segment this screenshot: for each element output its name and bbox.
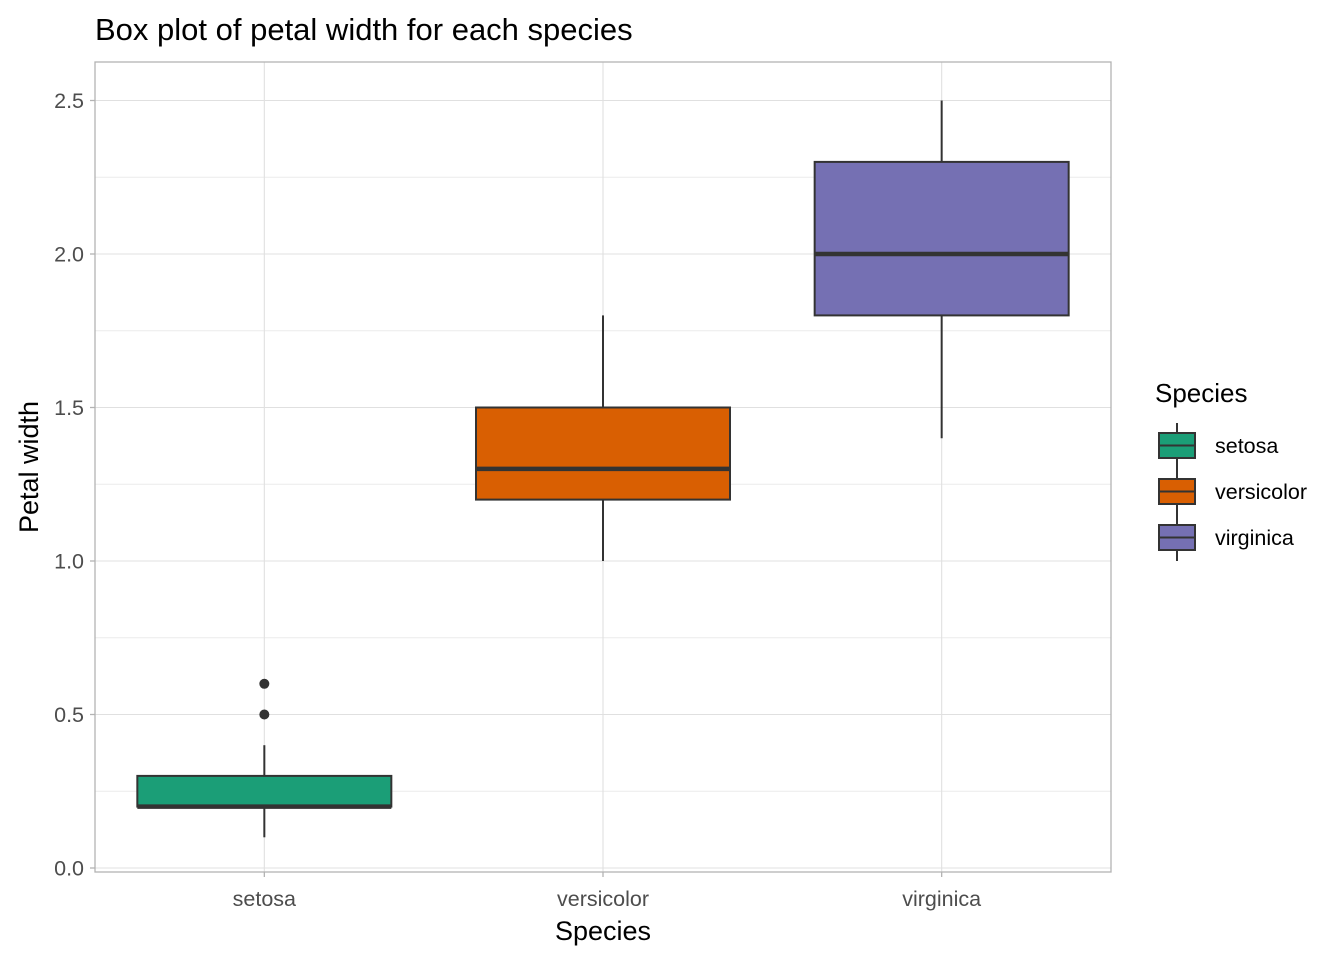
- outlier-point: [259, 678, 270, 689]
- y-tick-label: 1.5: [54, 396, 84, 420]
- y-tick-label: 1.0: [54, 550, 84, 574]
- x-axis-title: Species: [555, 916, 651, 946]
- x-axis: setosa versicolor virginica: [233, 872, 981, 911]
- y-tick-label: 0.0: [54, 857, 84, 881]
- chart-title: Box plot of petal width for each species: [95, 12, 633, 47]
- y-tick-label: 2.0: [54, 243, 84, 267]
- box-versicolor: [475, 315, 731, 561]
- outlier-point: [259, 709, 270, 720]
- box-iqr: [136, 774, 393, 808]
- legend-label: setosa: [1215, 434, 1278, 458]
- x-tick-label: versicolor: [557, 887, 649, 911]
- legend-label: versicolor: [1215, 480, 1307, 504]
- legend-item-setosa: setosa: [1158, 423, 1278, 469]
- y-tick-label: 2.5: [54, 89, 84, 113]
- plot-panel: [94, 61, 1112, 873]
- box-iqr: [813, 160, 1070, 317]
- y-axis-title: Petal width: [14, 401, 44, 533]
- legend-item-versicolor: versicolor: [1158, 469, 1307, 515]
- y-axis: 0.0 0.5 1.0 1.5 2.0 2.5: [54, 89, 95, 881]
- legend: Species setosa versicolor virginica: [1155, 378, 1307, 561]
- legend-item-virginica: virginica: [1158, 515, 1294, 561]
- x-tick-label: setosa: [233, 887, 296, 911]
- legend-label: virginica: [1215, 526, 1294, 550]
- box-iqr: [475, 406, 731, 501]
- legend-title: Species: [1155, 378, 1248, 408]
- box-virginica: [813, 100, 1070, 439]
- x-tick-label: virginica: [902, 887, 981, 911]
- y-tick-label: 0.5: [54, 703, 84, 727]
- box-setosa: [136, 678, 393, 838]
